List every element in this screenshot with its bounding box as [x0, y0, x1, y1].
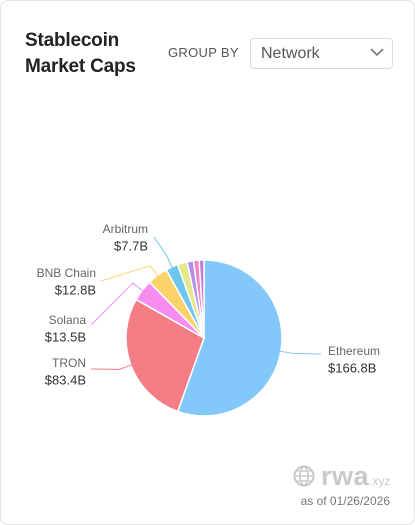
- leader-line: [90, 364, 133, 370]
- slice-value: $7.7B: [114, 238, 148, 253]
- globe-icon: [293, 465, 315, 487]
- slice-label: TRON: [52, 356, 86, 370]
- chevron-icon: [370, 48, 384, 57]
- slice-label: BNB Chain: [37, 266, 96, 280]
- slice-value: $12.8B: [55, 282, 96, 297]
- slice-value: $13.5B: [45, 329, 86, 344]
- brand-name: rwa: [321, 460, 370, 491]
- leader-line: [100, 265, 160, 282]
- as-of-date: as of 01/26/2026: [300, 494, 390, 508]
- slice-label: Ethereum: [328, 344, 380, 358]
- brand-logo: rwa .xyz: [293, 461, 390, 491]
- slice-label: Solana: [49, 313, 87, 327]
- card-title: Stablecoin Market Caps: [25, 30, 136, 77]
- group-by-label: GROUP BY: [168, 45, 239, 60]
- slice-value: $166.8B: [328, 360, 376, 375]
- dropdown-value: Network: [261, 45, 320, 62]
- slice-value: $83.4B: [45, 372, 86, 387]
- pie-slice: [198, 259, 205, 339]
- leader-line: [278, 350, 322, 355]
- group-by-dropdown[interactable]: Network: [250, 38, 393, 69]
- slice-label: Arbitrum: [103, 222, 148, 236]
- brand-suffix: .xyz: [369, 474, 391, 488]
- leader-line: [153, 236, 174, 269]
- leader-line: [90, 282, 145, 326]
